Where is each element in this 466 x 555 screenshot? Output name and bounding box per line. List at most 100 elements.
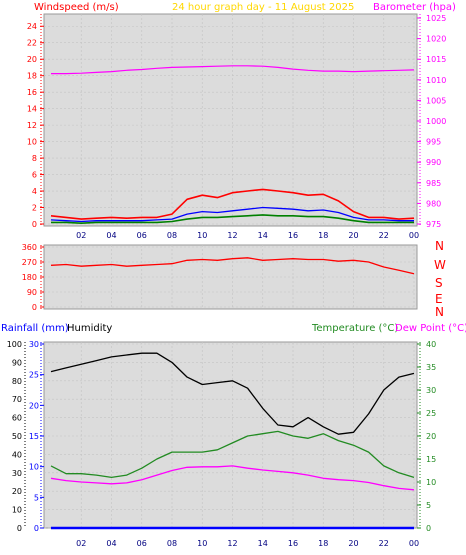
barometer-tick-label: 1025 [426,14,446,23]
x-tick-label: 06 [137,539,147,548]
temperature-tick-label: 5 [426,501,431,510]
rainfall-axis-title: Rainfall (mm) [1,323,69,334]
x-tick-label: 10 [197,539,207,548]
x-tick-label: 12 [227,231,237,240]
windspeed-tick-label: 20 [27,55,37,64]
windspeed-tick-label: 10 [27,138,37,147]
humidity-tick-label: 50 [12,432,22,441]
rainfall-axis: 0 5 10 15 20 25 30 [29,340,44,533]
windspeed-tick-label: 18 [27,72,37,81]
barometer-tick-label: 1015 [426,55,446,64]
direction-tick-label: 270 [22,258,37,267]
windspeed-line [50,206,414,223]
barometer-tick-label: 1010 [426,76,446,85]
rainfall-tick-label: 20 [29,401,39,410]
humidity-tick-label: 60 [12,414,22,423]
x-tick-label: 22 [379,539,389,548]
windspeed-tick-label: 24 [27,22,37,31]
x-tick-label: 20 [348,231,358,240]
x-tick-label: 12 [227,539,237,548]
barometer-tick-label: 1000 [426,117,446,126]
barometer-tick-label: 980 [426,199,441,208]
temperature-tick-label: 35 [426,363,436,372]
x-tick-label: 02 [76,231,86,240]
direction-grid [44,245,417,309]
dewpoint-axis-title: Dew Point (°C) [395,323,466,334]
compass-letter: N [435,239,444,253]
x-tick-label: 14 [258,231,268,240]
temperature-tick-label: 25 [426,409,436,418]
temperature-tick-label: 20 [426,432,436,441]
humidity-tick-label: 40 [12,450,22,459]
barometer-tick-label: 1020 [426,35,446,44]
rainfall-tick-label: 25 [29,371,39,380]
humidity-tick-label: 80 [12,377,22,386]
x-tick-label: 16 [288,539,298,548]
x-tick-label: 22 [379,231,389,240]
x-tick-label: 18 [318,539,328,548]
compass-letter: E [435,292,443,306]
x-tick-label: 10 [197,231,207,240]
windspeed-tick-label: 12 [27,121,37,130]
temperature-tick-label: 30 [426,386,436,395]
temperature-axis: 0 5 10 15 20 25 30 35 40 [417,340,436,533]
direction-tick-label: 0 [32,303,37,312]
barometer-tick-label: 990 [426,158,441,167]
barometer-axis-title: Barometer (hpa) [373,2,456,13]
barometer-line [51,65,415,75]
climate-panel [43,341,418,529]
windspeed-tick-label: 16 [27,88,37,97]
x-tick-label: 20 [348,539,358,548]
x-tick-label: 08 [167,539,177,548]
wind-panel [43,13,418,227]
direction-series [50,257,415,275]
x-tick-label: 06 [137,231,147,240]
windspeed-tick-label: 2 [32,204,37,213]
humidity-line [50,352,415,435]
humidity-tick-label: 100 [7,340,22,349]
humidity-tick-label: 30 [12,469,22,478]
x-tick-label: 04 [106,231,116,240]
x-tick-label: 14 [258,539,268,548]
humidity-tick-label: 20 [12,487,22,496]
barometer-axis: 975 980 985 990 995 1000 1005 1010 1015 1020 1025 [417,14,446,229]
humidity-tick-label: 70 [12,395,22,404]
humidity-axis: 0 10 20 30 40 50 60 70 80 90 100 [7,340,26,533]
rainfall-tick-label: 0 [34,524,39,533]
direction-tick-label: 90 [27,288,37,297]
barometer-tick-label: 985 [426,179,441,188]
climate-x-axis: 02 04 06 08 10 12 14 16 18 20 22 00 [76,539,419,548]
chart-title: 24 hour graph day - 11 August 2025 [172,2,354,13]
x-tick-label: 16 [288,231,298,240]
windspeed-tick-label: 6 [32,171,37,180]
dewpoint-line [50,465,415,491]
windspeed-line [50,188,415,220]
compass-letter: N [435,305,444,319]
rainfall-tick-label: 30 [29,340,39,349]
barometer-tick-label: 995 [426,138,441,147]
climate-grid [44,342,417,529]
temperature-line [50,430,415,479]
wind-x-axis: 02 04 06 08 10 12 14 16 18 20 22 00 [76,231,419,240]
humidity-axis-title: Humidity [67,323,112,334]
x-tick-label: 00 [409,231,419,240]
temperature-tick-label: 15 [426,455,436,464]
wind-grid [44,14,417,226]
x-tick-label: 08 [167,231,177,240]
temperature-tick-label: 40 [426,340,436,349]
direction-axis: 0 90 180 270 360 [22,243,44,312]
humidity-tick-label: 10 [12,506,22,515]
compass-letter: W [434,258,446,272]
barometer-tick-label: 975 [426,220,441,229]
compass-letters: N W S E N [434,239,446,319]
windspeed-tick-label: 14 [27,105,37,114]
rainfall-tick-label: 10 [29,463,39,472]
wind-series [50,65,415,224]
compass-letter: S [435,276,443,290]
windspeed-tick-label: 22 [27,39,37,48]
direction-line [50,257,415,275]
x-tick-label: 04 [106,539,116,548]
direction-tick-label: 360 [22,243,37,252]
